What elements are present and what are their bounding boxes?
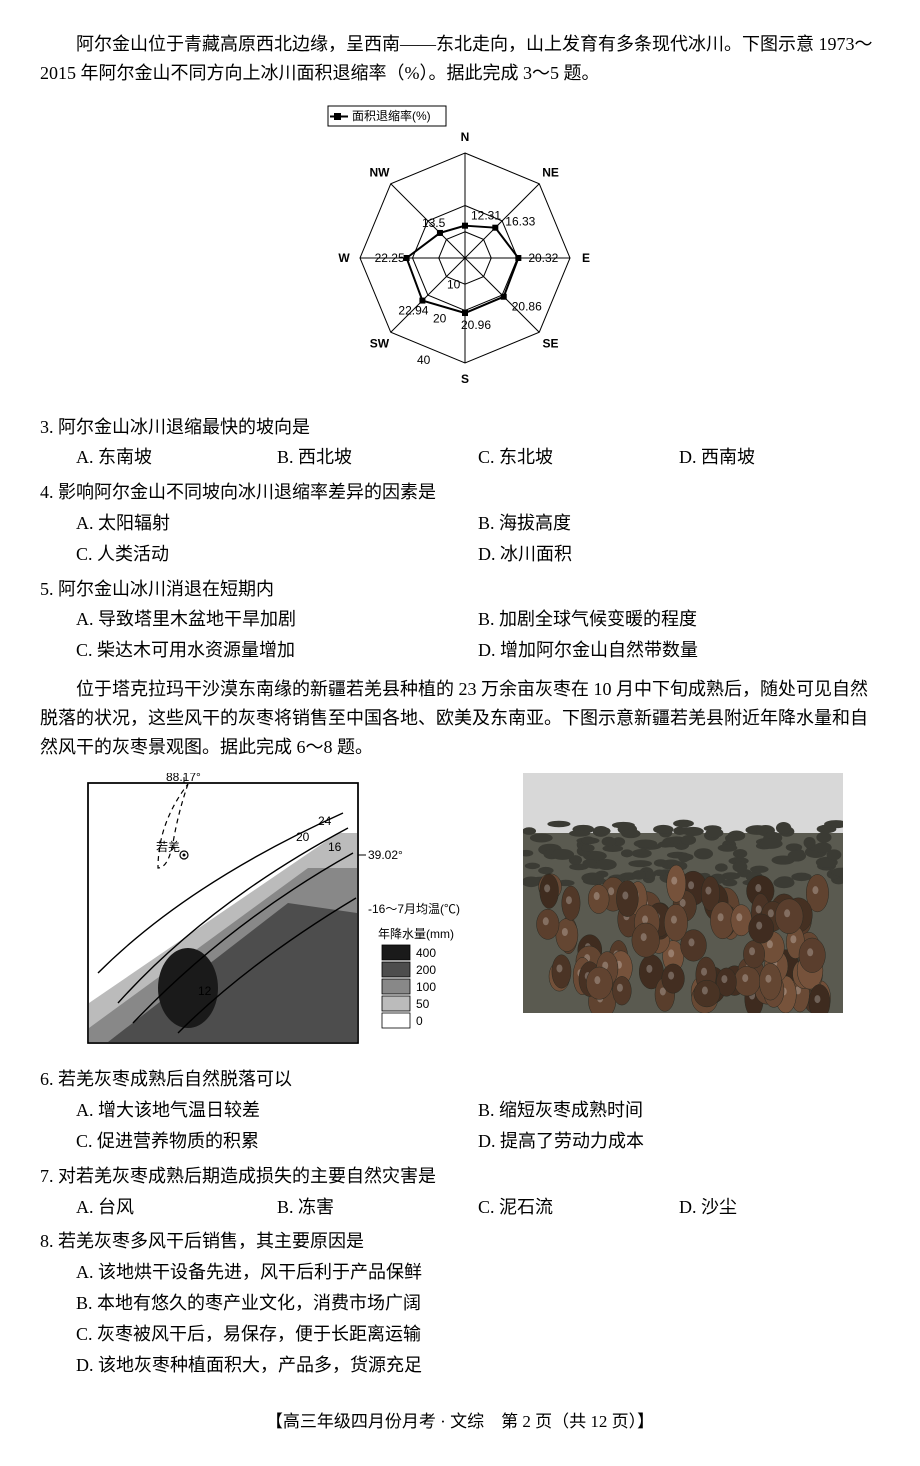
q4-opt-b: B. 海拔高度 (478, 509, 880, 538)
q6-opt-b: B. 缩短灰枣成熟时间 (478, 1096, 880, 1125)
q6-opt-a: A. 增大该地气温日较差 (76, 1096, 478, 1125)
q4-options-2: C. 人类活动 D. 冰川面积 (40, 540, 880, 569)
svg-text:12.31: 12.31 (471, 208, 501, 222)
footer-left: 【高三年级四月份月考 · 文综 (266, 1412, 484, 1431)
page-footer: 【高三年级四月份月考 · 文综 第 2 页（共 12 页）】 (40, 1407, 880, 1436)
svg-text:50: 50 (416, 997, 430, 1011)
q8-opt-d: D. 该地灰枣种植面积大，产品多，货源充足 (76, 1351, 880, 1380)
q5-opt-d: D. 增加阿尔金山自然带数量 (478, 636, 880, 665)
q8-opt-b: B. 本地有悠久的枣产业文化，消费市场广阔 (76, 1289, 880, 1318)
figure-row: 24 20 16 12 若羌 88.17° 39.02° -16～7月均温(℃) 年降水量(mm… (40, 773, 880, 1053)
svg-text:W: W (338, 251, 350, 265)
q6-opt-d: D. 提高了劳动力成本 (478, 1127, 880, 1156)
svg-text:-16～7月均温(℃): -16～7月均温(℃) (368, 902, 460, 916)
svg-text:10: 10 (447, 277, 461, 291)
q3-stem: 3. 阿尔金山冰川退缩最快的坡向是 (40, 413, 880, 442)
q5-stem: 5. 阿尔金山冰川消退在短期内 (40, 575, 880, 604)
q7-opt-a: A. 台风 (76, 1193, 277, 1222)
svg-text:若羌: 若羌 (156, 840, 180, 854)
q5-opt-b: B. 加剧全球气候变暖的程度 (478, 605, 880, 634)
svg-text:NE: NE (542, 165, 559, 179)
svg-text:20.32: 20.32 (528, 251, 558, 265)
q5-opt-c: C. 柴达木可用水资源量增加 (76, 636, 478, 665)
dates-photo (523, 773, 843, 1013)
svg-text:22.25: 22.25 (375, 251, 405, 265)
svg-text:12: 12 (198, 984, 212, 998)
svg-text:SE: SE (543, 336, 559, 350)
q3-opt-b: B. 西北坡 (277, 443, 478, 472)
intro-paragraph-2: 位于塔克拉玛干沙漠东南缘的新疆若羌县种植的 23 万余亩灰枣在 10 月中下旬成… (40, 675, 880, 761)
radar-chart: N NE E SE S SW W NW 10 20 40 12.31 16.33 20.32 20.86 20… (40, 98, 880, 398)
svg-text:100: 100 (416, 980, 436, 994)
svg-text:SW: SW (370, 336, 390, 350)
q3-opt-a: A. 东南坡 (76, 443, 277, 472)
q5-options-2: C. 柴达木可用水资源量增加 D. 增加阿尔金山自然带数量 (40, 636, 880, 665)
q8-stem: 8. 若羌灰枣多风干后销售，其主要原因是 (40, 1227, 880, 1256)
q3-options: A. 东南坡 B. 西北坡 C. 东北坡 D. 西南坡 (40, 443, 880, 472)
q8-options-d: D. 该地灰枣种植面积大，产品多，货源充足 (40, 1351, 880, 1380)
svg-text:22.94: 22.94 (398, 303, 428, 317)
svg-text:面积退缩率(%): 面积退缩率(%) (352, 108, 431, 123)
svg-text:400: 400 (416, 946, 436, 960)
q6-options-1: A. 增大该地气温日较差 B. 缩短灰枣成熟时间 (40, 1096, 880, 1125)
q8-opt-a: A. 该地烘干设备先进，风干后利于产品保鲜 (76, 1258, 880, 1287)
q7-opt-d: D. 沙尘 (679, 1193, 880, 1222)
q7-stem: 7. 对若羌灰枣成熟后期造成损失的主要自然灾害是 (40, 1162, 880, 1191)
q3-opt-d: D. 西南坡 (679, 443, 880, 472)
q4-stem: 4. 影响阿尔金山不同坡向冰川退缩率差异的因素是 (40, 478, 880, 507)
intro-paragraph-1: 阿尔金山位于青藏高原西北边缘，呈西南——东北走向，山上发育有多条现代冰川。下图示… (40, 30, 880, 88)
q6-opt-c: C. 促进营养物质的积累 (76, 1127, 478, 1156)
footer-mid: 第 2 页（共 12 页）】 (501, 1412, 654, 1431)
svg-text:NW: NW (369, 165, 390, 179)
svg-text:200: 200 (416, 963, 436, 977)
svg-text:24: 24 (318, 814, 332, 828)
q4-options-1: A. 太阳辐射 B. 海拔高度 (40, 509, 880, 538)
svg-text:E: E (582, 251, 590, 265)
svg-text:年降水量(mm): 年降水量(mm) (378, 927, 454, 941)
q7-opt-c: C. 泥石流 (478, 1193, 679, 1222)
q4-opt-d: D. 冰川面积 (478, 540, 880, 569)
svg-text:16.33: 16.33 (505, 214, 535, 228)
q8-options-b: B. 本地有悠久的枣产业文化，消费市场广阔 (40, 1289, 880, 1318)
svg-text:13.5: 13.5 (422, 216, 446, 230)
svg-text:20: 20 (296, 830, 310, 844)
svg-text:20.86: 20.86 (512, 299, 542, 313)
q5-options-1: A. 导致塔里木盆地干旱加剧 B. 加剧全球气候变暖的程度 (40, 605, 880, 634)
precip-map: 24 20 16 12 若羌 88.17° 39.02° -16～7月均温(℃) 年降水量(mm… (78, 773, 488, 1053)
svg-text:88.17°: 88.17° (166, 773, 201, 784)
q4-opt-a: A. 太阳辐射 (76, 509, 478, 538)
svg-text:20: 20 (433, 311, 447, 325)
q7-options: A. 台风 B. 冻害 C. 泥石流 D. 沙尘 (40, 1193, 880, 1222)
q5-opt-a: A. 导致塔里木盆地干旱加剧 (76, 605, 478, 634)
svg-text:20.96: 20.96 (461, 318, 491, 332)
svg-text:16: 16 (328, 840, 342, 854)
q7-opt-b: B. 冻害 (277, 1193, 478, 1222)
svg-text:S: S (461, 372, 469, 386)
q8-options-a: A. 该地烘干设备先进，风干后利于产品保鲜 (40, 1258, 880, 1287)
svg-text:0: 0 (416, 1014, 423, 1028)
svg-text:39.02°: 39.02° (368, 848, 403, 862)
q8-options-c: C. 灰枣被风干后，易保存，便于长距离运输 (40, 1320, 880, 1349)
svg-text:N: N (461, 130, 470, 144)
q6-stem: 6. 若羌灰枣成熟后自然脱落可以 (40, 1065, 880, 1094)
q3-opt-c: C. 东北坡 (478, 443, 679, 472)
q6-options-2: C. 促进营养物质的积累 D. 提高了劳动力成本 (40, 1127, 880, 1156)
svg-text:40: 40 (417, 353, 431, 367)
q4-opt-c: C. 人类活动 (76, 540, 478, 569)
q8-opt-c: C. 灰枣被风干后，易保存，便于长距离运输 (76, 1320, 880, 1349)
